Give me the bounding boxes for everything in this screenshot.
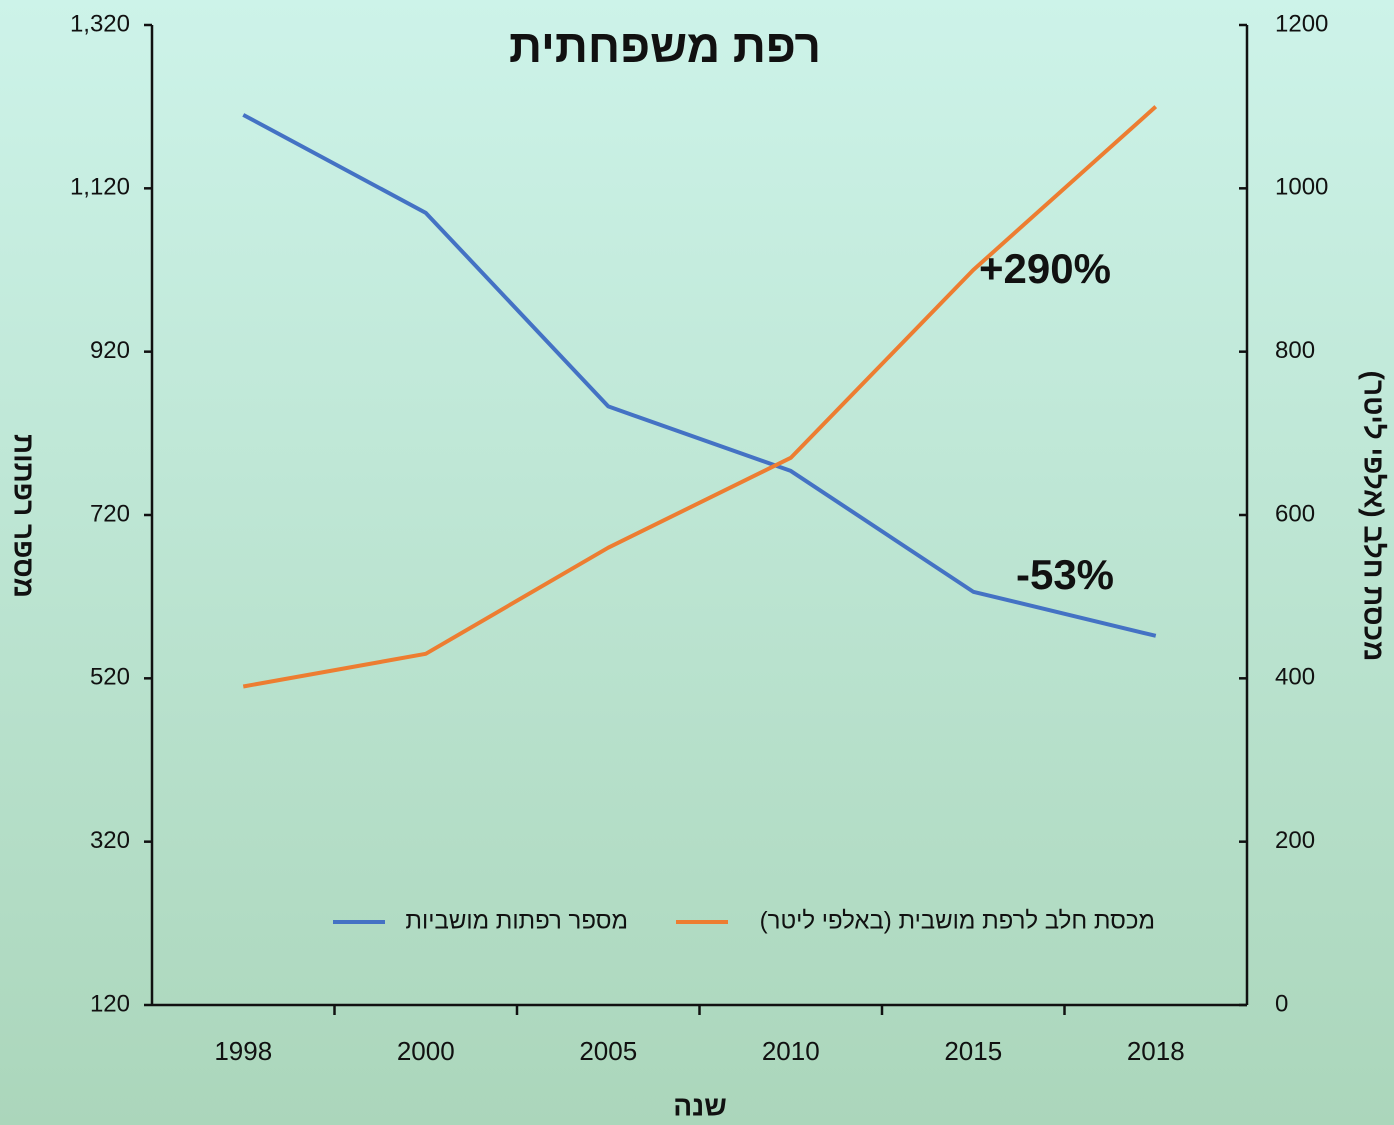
- y2-tick-label: 800: [1275, 337, 1315, 364]
- y2-tick-label: 400: [1275, 664, 1315, 691]
- y-axis-label: מספר רפתות: [9, 434, 40, 598]
- y-tick-label: 920: [90, 337, 130, 364]
- y2-tick-label: 600: [1275, 500, 1315, 527]
- x-tick-label: 2010: [762, 1036, 820, 1066]
- y-tick-label: 120: [90, 990, 130, 1017]
- annotation: +290%: [979, 245, 1111, 292]
- chart-title: רפת משפחתית: [509, 20, 821, 72]
- x-tick-label: 2015: [944, 1036, 1002, 1066]
- y-tick-label: 520: [90, 664, 130, 691]
- y2-tick-label: 1000: [1275, 174, 1328, 201]
- legend-label: מכסת חלב לרפת מושבית (באלפי ליטר): [760, 907, 1155, 934]
- y2-tick-label: 0: [1275, 990, 1288, 1017]
- x-tick-label: 2000: [397, 1036, 455, 1066]
- line-series: [242, 105, 1158, 689]
- y-tick-label: 320: [90, 827, 130, 854]
- y-tick-label: 1,120: [70, 174, 130, 201]
- y2-tick-label: 200: [1275, 827, 1315, 854]
- x-tick-label: 2018: [1127, 1036, 1185, 1066]
- line-series: [242, 113, 1157, 638]
- y2-axis-label: מכסת חלב (אלפי ליטר): [1359, 371, 1390, 662]
- y-tick-label: 720: [90, 500, 130, 527]
- y2-tick-label: 1200: [1275, 10, 1328, 37]
- legend-label: מספר רפתות מושביות: [405, 907, 628, 934]
- annotation: -53%: [1016, 551, 1114, 598]
- y-tick-label: 1,320: [70, 10, 130, 37]
- x-axis-label: שנה: [673, 1090, 727, 1121]
- x-tick-label: 2005: [579, 1036, 637, 1066]
- x-tick-label: 1998: [214, 1036, 272, 1066]
